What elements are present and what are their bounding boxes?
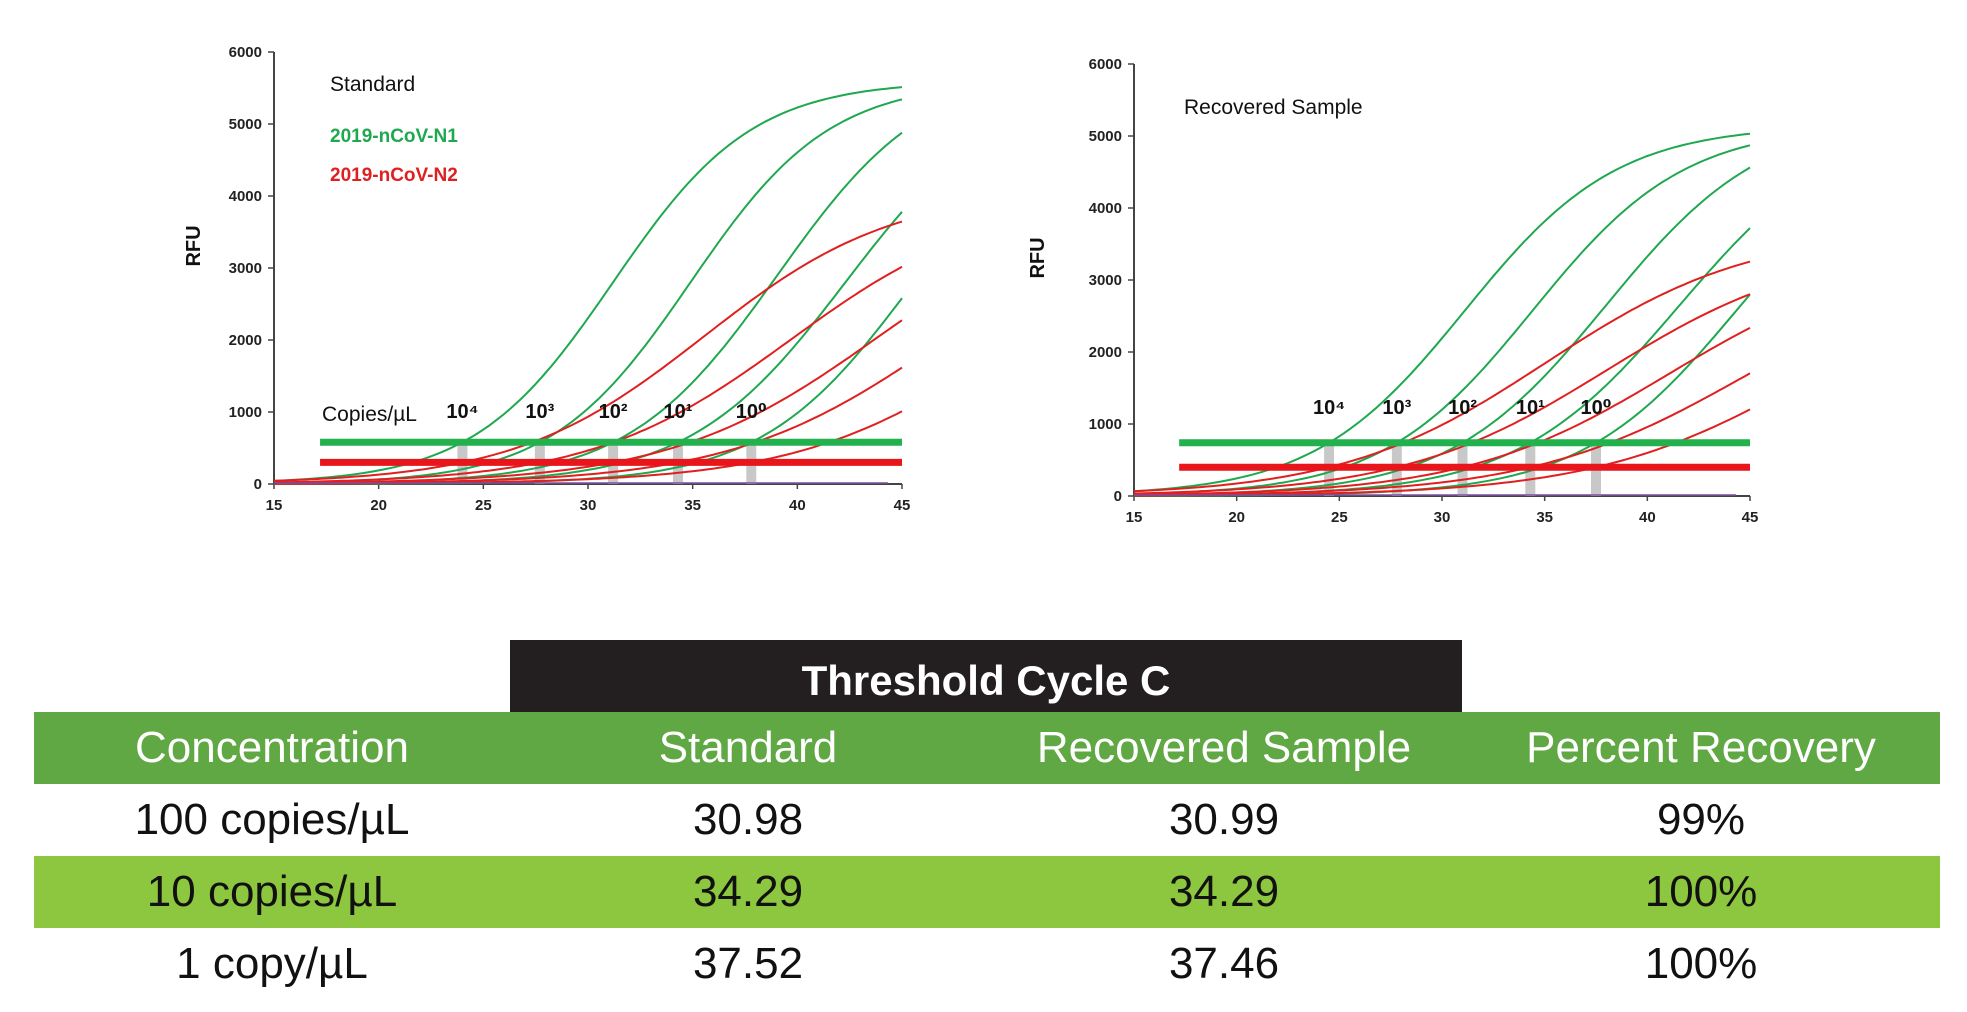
legend-n1: 2019-nCoV-N1: [330, 126, 458, 147]
x-tick-label: 45: [894, 497, 911, 514]
table-row: 100 copies/µL 30.98 30.99 99%: [34, 784, 1940, 856]
x-tick-label: 40: [1639, 509, 1656, 526]
dilution-label: 10²: [1448, 397, 1477, 419]
y-tick-label: 6000: [1089, 56, 1122, 73]
recovered-sample-chart: RFU Recovered Sample 0 1000 2000 3000 4000 50…: [1027, 56, 1758, 526]
cell-standard: 30.98: [692, 795, 804, 844]
cell-recovered: 37.46: [1168, 939, 1280, 988]
y-tick-label: 3000: [1089, 272, 1122, 289]
amplification-curve-n1: [1134, 227, 1751, 497]
cell-recovered: 30.99: [1168, 795, 1280, 844]
table-row: 10 copies/µL 34.29 34.29 100%: [34, 856, 1940, 928]
x-tick-label: 20: [1228, 509, 1245, 526]
y-tick-label: 2000: [1089, 344, 1122, 361]
dilution-label: 10¹: [1516, 397, 1545, 419]
copies-label: Copies/µL: [322, 403, 417, 426]
x-tick-label: 45: [1742, 509, 1759, 526]
y-axis-label: RFU: [183, 225, 205, 266]
table-header-row: Concentration Standard Recovered Sample …: [34, 712, 1940, 784]
amplification-curve-n2: [273, 319, 903, 485]
dilution-label: 10³: [525, 401, 554, 423]
cell-standard: 34.29: [692, 867, 804, 916]
cell-concentration: 100 copies/µL: [134, 795, 410, 844]
x-tick-label: 40: [789, 497, 806, 514]
cell-percent: 100%: [1644, 867, 1758, 916]
recovered-plot-area: RFU Recovered Sample 0 1000 2000 3000 4000 50…: [1027, 56, 1758, 526]
dilution-label: 10⁰: [1580, 397, 1611, 419]
header-recovered-sample: Recovered Sample: [1036, 723, 1412, 772]
x-tick-label: 30: [1434, 509, 1451, 526]
dilution-label: 10³: [1382, 397, 1411, 419]
cell-concentration: 10 copies/µL: [146, 867, 398, 916]
y-axis-label: RFU: [1027, 237, 1049, 278]
x-tick-label: 25: [1331, 509, 1348, 526]
dilution-label: 10⁴: [1313, 397, 1345, 419]
y-tick-label: 5000: [1089, 128, 1122, 145]
table-row: 1 copy/µL 37.52 37.46 100%: [34, 928, 1940, 1000]
header-percent-recovery: Percent Recovery: [1526, 723, 1876, 772]
dilution-label: 10²: [599, 401, 628, 423]
y-tick-label: 1000: [229, 404, 262, 421]
amplification-curve-n2: [1133, 327, 1751, 496]
chart-title: Standard: [330, 73, 415, 96]
cell-percent: 99%: [1656, 795, 1746, 844]
cell-concentration: 1 copy/µL: [176, 939, 368, 988]
y-tick-label: 3000: [229, 260, 262, 277]
x-tick-label: 35: [1536, 509, 1553, 526]
dilution-label: 10⁰: [736, 401, 767, 423]
x-tick-label: 20: [370, 497, 387, 514]
threshold-cycle-table: Threshold Cycle C Concentration Standard…: [34, 640, 1940, 1000]
y-tick-label: 0: [254, 476, 262, 493]
y-tick-label: 6000: [229, 44, 262, 61]
x-tick-label: 15: [266, 497, 283, 514]
cell-percent: 100%: [1644, 939, 1758, 988]
standard-plot-area: RFU Standard 2019-nCoV-N1 2019-nCoV-N2 C…: [183, 44, 910, 514]
x-tick-label: 35: [684, 497, 701, 514]
amplification-curve-n2: [273, 220, 903, 482]
dilution-label: 10⁴: [446, 401, 478, 423]
amplification-curve-n1: [274, 297, 903, 485]
x-tick-label: 30: [580, 497, 597, 514]
y-tick-label: 2000: [229, 332, 262, 349]
cell-standard: 37.52: [692, 939, 804, 988]
dilution-label: 10¹: [664, 401, 693, 423]
chart-title: Recovered Sample: [1184, 96, 1363, 119]
amplification-curve-n2: [1133, 293, 1751, 495]
y-tick-label: 4000: [1089, 200, 1122, 217]
y-tick-label: 4000: [229, 188, 262, 205]
y-tick-label: 5000: [229, 116, 262, 133]
standard-chart: RFU Standard 2019-nCoV-N1 2019-nCoV-N2 C…: [183, 44, 910, 514]
amplification-curve-n2: [1133, 260, 1751, 493]
header-concentration: Concentration: [135, 723, 409, 772]
x-tick-label: 15: [1126, 509, 1143, 526]
legend-n2: 2019-nCoV-N2: [330, 165, 458, 186]
header-standard: Standard: [658, 723, 838, 772]
amplification-curve-n2: [273, 265, 903, 484]
x-tick-label: 25: [475, 497, 492, 514]
table-band-title: Threshold Cycle C: [510, 640, 1462, 712]
cell-recovered: 34.29: [1168, 867, 1280, 916]
y-tick-label: 1000: [1089, 416, 1122, 433]
y-tick-label: 0: [1114, 488, 1122, 505]
amplification-curve-n1: [273, 86, 903, 482]
amplification-curve-n1: [1133, 132, 1751, 493]
